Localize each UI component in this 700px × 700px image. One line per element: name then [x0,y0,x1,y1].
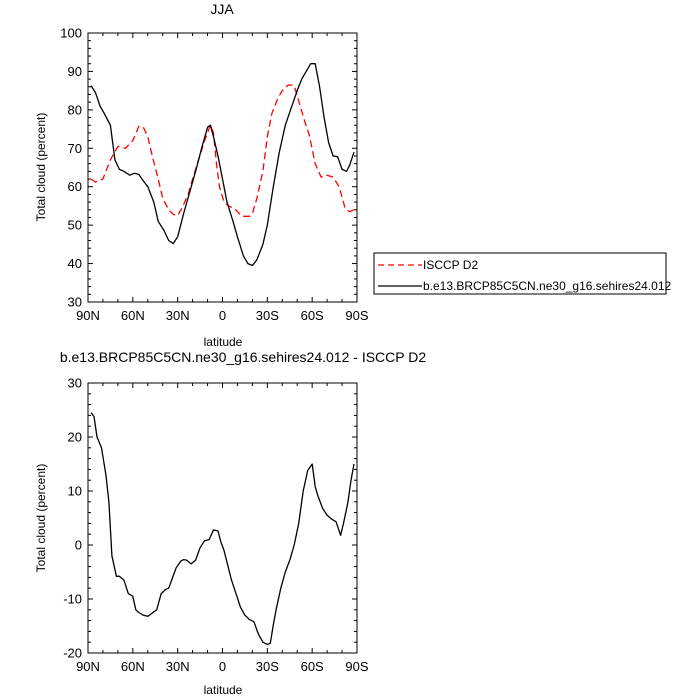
top-chart: JJA 90N 60N 30N 0 30S 60S 90S 30 40 50 60 70 80 90 100… [34,1,369,349]
bottom-chart-xtick-label: 60N [121,659,145,674]
top-chart-title: JJA [210,1,234,17]
top-chart-series-line-0 [90,84,355,217]
bottom-chart-ylabel: Total cloud (percent) [34,464,48,573]
top-chart-ytick-label: 50 [68,218,82,233]
top-chart-xtick-label: 30N [166,308,190,323]
top-chart-xtick-label: 60N [121,308,145,323]
bottom-chart-ytick-label: -10 [63,592,82,607]
bottom-chart-xtick-label: 90S [345,659,368,674]
bottom-chart-xtick-label: 60S [301,659,324,674]
top-chart-ytick-label: 40 [68,256,82,271]
top-chart-xtick-label: 0 [219,308,226,323]
bottom-chart-ytick-label: 30 [68,376,82,391]
top-chart-xtick-label: 30S [256,308,279,323]
bottom-chart-ytick-label: -20 [63,646,82,661]
legend-box [373,252,667,295]
top-chart-ylabel: Total cloud (percent) [34,113,48,222]
bottom-chart-ytick-label: 20 [68,430,82,445]
top-chart-ytick-label: 70 [68,141,82,156]
legend-label-isccp: ISCCP D2 [423,258,478,272]
legend-label-model: b.e13.BRCP85C5CN.ne30_g16.sehires24.012 [423,279,671,293]
bottom-chart-xtick-label: 90N [76,659,100,674]
top-chart-ytick-label: 30 [68,295,82,310]
top-chart-plot-area: 90N 60N 30N 0 30S 60S 90S 30 40 50 60 70 80 90 100 [60,26,369,324]
bottom-chart-ytick-label: 0 [75,538,82,553]
top-chart-ytick-label: 60 [68,179,82,194]
bottom-chart-xlabel: latitude [204,683,243,697]
top-chart-xtick-label: 60S [301,308,324,323]
bottom-chart-xtick-label: 0 [219,659,226,674]
top-chart-ytick-label: 90 [68,64,82,79]
bottom-chart-series-line-0 [90,412,355,646]
top-chart-xtick-label: 90N [76,308,100,323]
bottom-chart-ytick-label: 10 [68,484,82,499]
bottom-chart-xtick-label: 30S [256,659,279,674]
top-chart-xtick-label: 90S [345,308,368,323]
bottom-chart-frame [87,382,358,654]
bottom-chart-xtick-label: 30N [166,659,190,674]
top-chart-series-line-1 [90,63,355,267]
bottom-chart: b.e13.BRCP85C5CN.ne30_g16.sehires24.012 … [34,349,426,697]
bottom-chart-plot-area: 90N 60N 30N 0 30S 60S 90S -20 -10 0 10 20 30 [63,376,369,675]
top-chart-legend: ISCCP D2 b.e13.BRCP85C5CN.ne30_g16.sehir… [373,252,671,295]
top-chart-ytick-label: 100 [60,26,82,41]
top-chart-xlabel: latitude [204,335,243,349]
bottom-chart-title: b.e13.BRCP85C5CN.ne30_g16.sehires24.012 … [60,349,427,365]
top-chart-ytick-label: 80 [68,102,82,117]
